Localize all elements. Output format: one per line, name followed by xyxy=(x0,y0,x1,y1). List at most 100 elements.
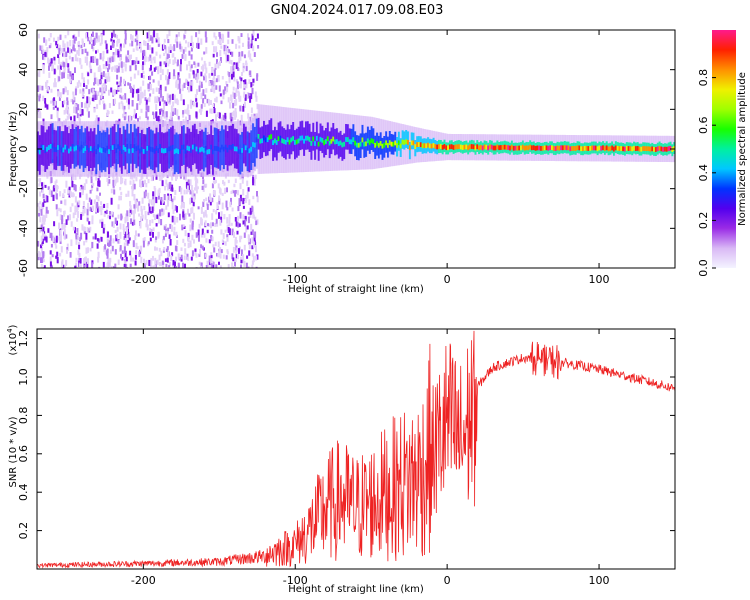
spectrogram-cell xyxy=(144,97,147,101)
spectrogram-cell xyxy=(256,254,259,260)
spectrogram-cell xyxy=(88,221,91,225)
spectrogram-cell xyxy=(138,251,141,257)
spectrogram-cell xyxy=(91,218,94,225)
spectrogram-cell xyxy=(41,85,44,91)
spectrogram-cell xyxy=(67,30,70,36)
spectrogram-cell xyxy=(250,146,253,152)
spectrogram-cell xyxy=(119,57,122,61)
spectrogram-cell xyxy=(401,130,404,149)
spectrogram-cell xyxy=(253,178,256,186)
spectrogram-cell xyxy=(102,71,105,77)
spectrogram-cell xyxy=(141,64,144,71)
spectrogram-cell xyxy=(38,251,40,257)
spectrogram-cell xyxy=(248,79,251,84)
spectrogram-cell xyxy=(57,36,60,42)
spectrogram-cell xyxy=(117,66,120,73)
spectrogram-cell xyxy=(119,223,122,230)
spectrogram-cell xyxy=(664,146,667,152)
spectrogram-cell xyxy=(213,73,216,80)
spectrogram-cell xyxy=(160,199,162,205)
spectrogram-cell xyxy=(374,142,377,148)
spectrogram-cell xyxy=(222,36,225,40)
spectrogram-cell xyxy=(194,62,197,68)
spectrogram-cell xyxy=(145,183,148,188)
spectrogram-cell xyxy=(134,255,137,260)
spectrogram-cell xyxy=(117,124,120,165)
spectrogram-cell xyxy=(339,140,342,146)
spectrogram-cell xyxy=(83,43,86,47)
spectrogram-cell xyxy=(62,88,65,94)
spectrogram-cell xyxy=(130,124,133,164)
spectrogram-cell xyxy=(159,61,162,67)
spectrogram-cell xyxy=(167,46,170,54)
spectrogram-cell xyxy=(69,76,72,84)
spectrogram-cell xyxy=(206,98,209,104)
spectrogram-cell xyxy=(219,188,222,195)
spectrogram-cell xyxy=(57,117,60,123)
spectrogram-cell xyxy=(74,227,76,234)
spectrogram-cell xyxy=(243,123,246,164)
spectrogram-cell xyxy=(279,135,282,141)
spectrogram-cell xyxy=(207,223,209,227)
spectrogram-cell xyxy=(106,76,109,83)
spectrogram-cell xyxy=(57,54,60,58)
spectrogram-cell xyxy=(43,54,46,61)
spectrogram-cell xyxy=(142,134,145,174)
spectrogram-cell xyxy=(171,93,174,100)
spectrogram-cell xyxy=(226,86,229,93)
spectrogram-cell xyxy=(217,183,220,189)
spectrogram-cell xyxy=(81,49,84,55)
spectrogram-cell xyxy=(242,214,245,220)
spectrogram-cell xyxy=(201,146,204,152)
spectrogram-cell xyxy=(154,239,157,243)
spectrogram-cell xyxy=(42,53,45,60)
spectrogram-cell xyxy=(228,55,231,62)
spectrogram-cell xyxy=(85,179,88,184)
spectrogram-cell xyxy=(399,143,402,149)
spectrogram-cell xyxy=(147,211,150,216)
spectrogram-cell xyxy=(275,140,278,145)
spectrogram-cell xyxy=(112,89,115,96)
spectrogram-cell xyxy=(108,134,111,175)
spectrogram-x-tick-label: -100 xyxy=(283,273,308,286)
spectrogram-cell xyxy=(232,124,235,164)
spectrogram-cell xyxy=(214,179,217,184)
spectrogram-cell xyxy=(168,60,171,64)
spectrogram-cell xyxy=(221,202,224,210)
spectrogram-cell xyxy=(92,205,94,211)
spectrogram-cell xyxy=(132,240,135,248)
spectrogram-cell xyxy=(123,109,126,116)
spectrogram-cell xyxy=(213,108,216,114)
spectrogram-cell xyxy=(449,144,452,150)
spectrogram-cell xyxy=(171,198,174,203)
spectrogram-cell xyxy=(188,50,191,56)
spectrogram-cell xyxy=(169,184,172,192)
spectrogram-cell xyxy=(191,81,194,86)
spectrogram-cell xyxy=(243,54,246,59)
spectrogram-cell xyxy=(438,144,441,149)
spectrogram-cell xyxy=(71,57,74,62)
spectrogram-cell xyxy=(173,44,176,52)
spectrogram-cell xyxy=(631,146,634,152)
spectrogram-cell xyxy=(55,40,58,46)
spectrogram-cell xyxy=(210,258,213,265)
spectrogram-cell xyxy=(71,181,74,188)
spectrogram-cell xyxy=(80,102,83,108)
spectrogram-cell xyxy=(226,147,229,153)
spectrogram-cell xyxy=(98,266,101,268)
spectrogram-cell xyxy=(101,88,104,95)
spectrogram-cell xyxy=(154,214,156,220)
spectrogram-cell xyxy=(107,215,110,219)
spectrogram-cell xyxy=(90,88,93,93)
spectrogram-cell xyxy=(248,244,251,250)
spectrogram-cell xyxy=(63,189,66,194)
spectrogram-cell xyxy=(203,103,206,107)
spectrogram-cell xyxy=(529,144,532,150)
spectrogram-cell xyxy=(248,50,251,55)
spectrogram-cell xyxy=(145,111,148,118)
spectrogram-cell xyxy=(101,84,104,90)
spectrogram-cell xyxy=(200,38,203,45)
spectrogram-cell xyxy=(74,54,77,62)
spectrogram-cell xyxy=(137,145,140,151)
spectrogram-cell xyxy=(132,84,135,89)
